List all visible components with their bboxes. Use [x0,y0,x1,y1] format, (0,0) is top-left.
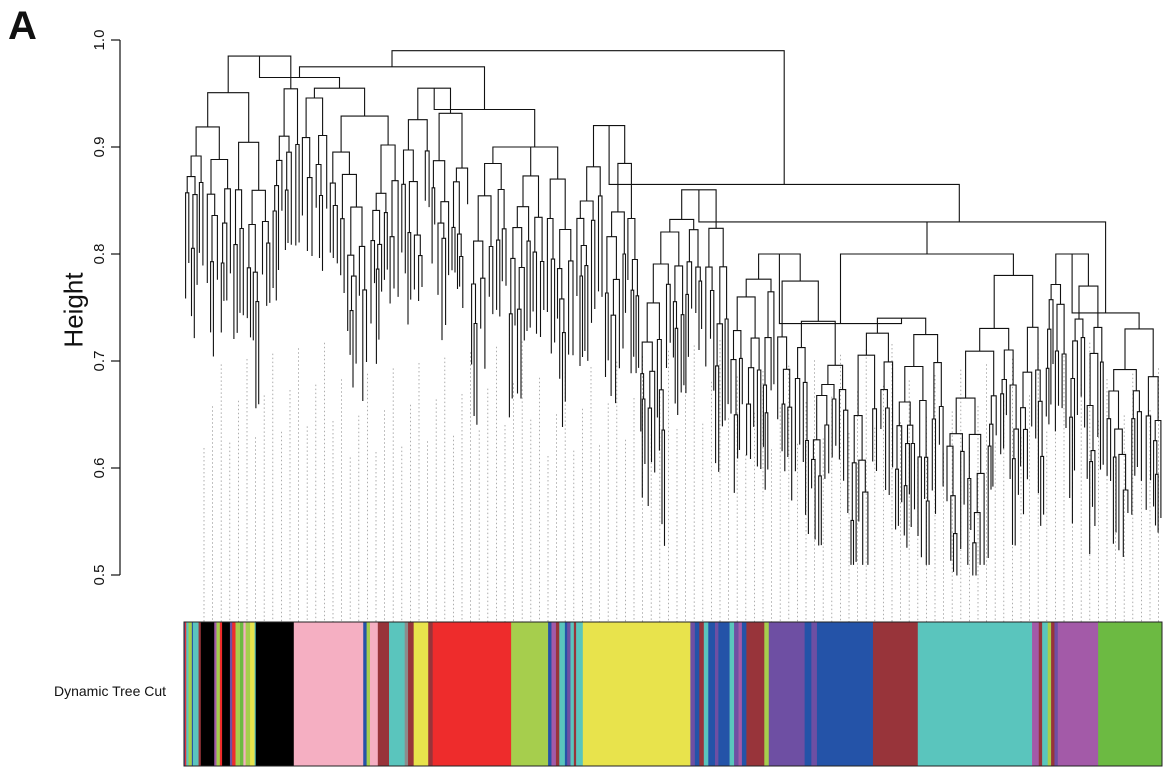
module-color-segment [200,622,215,766]
module-color-segment [184,622,186,766]
module-color-segment [240,622,244,766]
module-color-segment [293,622,364,766]
module-color-segment [408,622,415,766]
module-color-segment [1032,622,1040,766]
module-color-segment [555,622,560,766]
module-color-segment [369,622,379,766]
module-color-segment [872,622,919,766]
module-color-segment [245,622,251,766]
module-color-segment [738,622,743,766]
module-color-segment [573,622,577,766]
leaf-guide-lines [203,340,1159,622]
module-color-segment [229,622,233,766]
module-color-segment [366,622,371,766]
module-color-segment [708,622,716,766]
module-color-segment [255,622,295,766]
module-color-segment [235,622,241,766]
y-tick-label: 0.6 [91,458,108,479]
module-color-segment [188,622,193,766]
y-tick-label: 0.8 [91,244,108,265]
module-color-segment [1057,622,1099,766]
module-color-segment [570,622,575,766]
module-color-segment [428,622,434,766]
module-color-segment [768,622,806,766]
module-color-segment [1038,622,1043,766]
dendrogram-tree [185,50,1162,576]
module-color-segment [559,622,566,766]
module-color-segment [1054,622,1059,766]
y-tick-label: 0.5 [91,565,108,586]
module-color-segment [511,622,549,766]
module-color-segment [254,622,257,766]
panel-label: A [8,4,37,48]
module-color-segment [746,622,765,766]
module-color-segment [185,622,187,766]
module-color-segment [564,622,568,766]
module-color-segment [703,622,709,766]
module-color-segment [404,622,409,766]
module-color-segment [699,622,705,766]
module-color-segment [191,622,194,766]
module-color-segment [1047,622,1052,766]
module-color-segment [582,622,691,766]
module-color-segment [690,622,696,766]
module-color-segment [816,622,874,766]
module-color-segment [548,622,552,766]
module-color-segment [198,622,202,766]
y-tick-label: 1.0 [91,30,108,51]
color-bar-label: Dynamic Tree Cut [54,683,167,699]
module-color-segment [576,622,584,766]
y-tick-label: 0.9 [91,137,108,158]
module-color-segment [216,622,221,766]
y-tick-label: 0.7 [91,351,108,372]
module-color-segment [729,622,735,766]
module-color-segment [214,622,217,766]
module-color-segment [917,622,1033,766]
module-color-segment [389,622,406,766]
module-color-segment [232,622,236,766]
module-color-segment [1051,622,1055,766]
module-color-segment [363,622,367,766]
module-color-segment [192,622,199,766]
module-color-segment [222,622,231,766]
module-color-segment [1098,622,1163,766]
module-color-segment [432,622,512,766]
module-color-segment [764,622,770,766]
module-color-segment [250,622,255,766]
module-color-segment [186,622,189,766]
color-bar-frame [183,621,1163,767]
module-color-segment [718,622,730,766]
module-color-segment [551,622,557,766]
module-color-segment [377,622,390,766]
module-color-bar [183,621,1163,767]
module-color-segment [734,622,739,766]
dendrogram-branches [185,50,1162,576]
module-color-segment [243,622,247,766]
module-color-segment [219,622,223,766]
module-color-segment [741,622,747,766]
module-color-segment [715,622,719,766]
module-color-segment [413,622,429,766]
module-color-segment [567,622,571,766]
module-color-segment [1042,622,1049,766]
module-color-segment [804,622,812,766]
module-color-segment [694,622,700,766]
y-axis: 0.5 0.6 0.7 0.8 0.9 1.0 [91,30,121,586]
module-color-segment [811,622,818,766]
